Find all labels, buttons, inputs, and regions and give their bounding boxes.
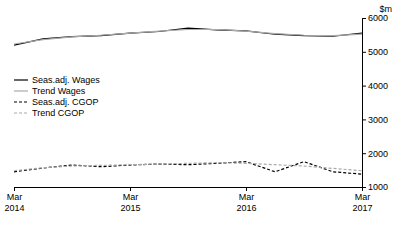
series-line [14,162,362,175]
y-tick: 2000 [362,149,388,159]
y-tick-label: 6000 [368,13,388,23]
series-line [14,29,362,44]
plot: 100020003000400050006000Mar2014Mar2015Ma… [4,4,392,213]
y-tick-label: 1000 [368,182,388,192]
x-tick: Mar2016 [236,187,256,213]
y-tick-label: 3000 [368,115,388,125]
legend-entry: Trend Wages [14,86,86,96]
y-tick: 6000 [362,13,388,23]
legend-swatch [14,90,28,91]
series-line [14,28,362,45]
legend-label: Trend CGOP [32,108,84,118]
y-axis-line [363,19,367,188]
x-tick: Mar2014 [4,187,24,213]
x-tick-mark [246,187,247,191]
series-line [14,163,362,171]
x-tick: Mar2015 [120,187,140,213]
chart: 100020003000400050006000Mar2014Mar2015Ma… [0,0,397,227]
y-tick-label: 5000 [368,47,388,57]
y-tick: 5000 [362,47,388,57]
y-tick: 1000 [362,182,388,192]
legend-swatch [14,79,28,80]
y-tick-mark [362,153,366,154]
legend-entry: Seas.adj. Wages [14,75,100,85]
x-axis-line [15,188,363,192]
x-tick-label: Mar2017 [352,192,372,212]
y-tick: 3000 [362,115,388,125]
x-tick-mark [130,187,131,191]
legend-label: Trend Wages [32,86,86,96]
x-axis: Mar2014 Mar2015 Mar2016 Mar2017 [4,187,372,213]
y-tick-label: 4000 [368,81,388,91]
y-tick-mark [362,52,366,53]
y-tick: 4000 [362,81,388,91]
y-axis-title: $m [379,4,392,14]
y-tick-mark [362,86,366,87]
x-tick-mark [14,187,15,191]
lines [14,28,362,174]
legend-entry: Seas.adj. CGOP [14,97,99,107]
x-tick-mark [362,187,363,191]
x-tick-label: Mar2016 [236,192,256,212]
legend: Seas.adj. WagesTrend WagesSeas.adj. CGOP… [14,75,100,118]
legend-label: Seas.adj. Wages [32,75,100,85]
x-tick-label: Mar2015 [120,192,140,212]
x-tick: Mar2017 [352,187,372,213]
y-tick-mark [362,119,366,120]
legend-swatch [14,112,28,113]
x-tick-label: Mar2014 [4,192,24,212]
legend-swatch [14,101,28,102]
y-axis: 1000 2000 3000 4000 5000 6000 [362,13,388,192]
legend-entry: Trend CGOP [14,108,84,118]
y-tick-mark [362,18,366,19]
legend-label: Seas.adj. CGOP [32,97,99,107]
y-tick-label: 2000 [368,149,388,159]
